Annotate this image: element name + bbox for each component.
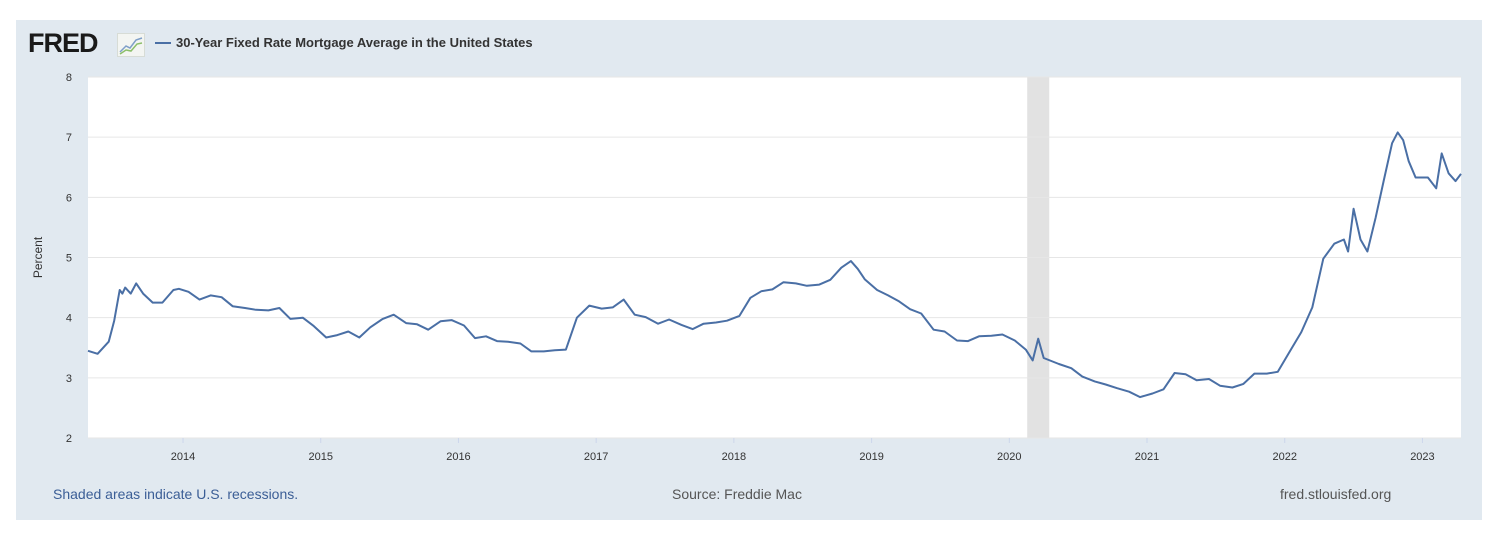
x-tick-label: 2017 xyxy=(584,451,608,463)
x-tick-label: 2023 xyxy=(1410,451,1434,463)
recessions-note: Shaded areas indicate U.S. recessions. xyxy=(53,486,299,502)
y-tick-label: 2 xyxy=(66,433,72,445)
x-tick-label: 2019 xyxy=(859,451,883,463)
y-axis-label: Percent xyxy=(31,236,45,278)
x-tick-label: 2020 xyxy=(997,451,1021,463)
site-link[interactable]: fred.stlouisfed.org xyxy=(1280,486,1392,502)
y-tick-label: 6 xyxy=(66,192,72,204)
y-tick-label: 5 xyxy=(66,253,72,265)
legend-line-swatch xyxy=(155,42,171,44)
y-tick-label: 7 xyxy=(66,132,72,144)
y-tick-label: 8 xyxy=(66,72,72,84)
x-tick-label: 2015 xyxy=(308,451,332,463)
source-note: Source: Freddie Mac xyxy=(672,486,802,502)
x-tick-label: 2021 xyxy=(1135,451,1159,463)
fred-chart-icon xyxy=(117,33,145,57)
x-tick-label: 2022 xyxy=(1272,451,1296,463)
y-tick-label: 3 xyxy=(66,373,72,385)
series-title: 30-Year Fixed Rate Mortgage Average in t… xyxy=(176,35,533,50)
x-tick-label: 2018 xyxy=(722,451,746,463)
series-line xyxy=(87,131,1462,399)
y-tick-label: 4 xyxy=(66,313,72,325)
x-tick-label: 2016 xyxy=(446,451,470,463)
x-tick-label: 2014 xyxy=(171,451,195,463)
fred-logo[interactable]: FRED xyxy=(28,28,98,58)
